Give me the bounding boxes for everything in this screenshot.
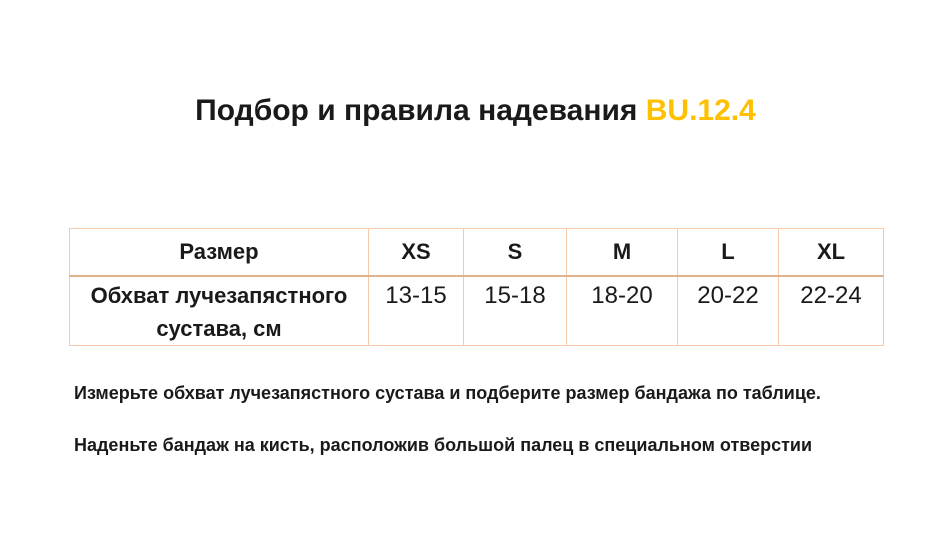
header-cell-s: S xyxy=(463,228,567,277)
row-label-cell: Обхват лучезапястного сустава, см xyxy=(69,275,369,346)
value-cell-l: 20-22 xyxy=(677,275,779,346)
page-title: Подбор и правила надевания BU.12.4 xyxy=(0,92,951,130)
header-cell-xl: XL xyxy=(778,228,884,277)
page-title-model-code: BU.12.4 xyxy=(645,94,756,127)
row-label-text: Обхват лучезапястного сустава, см xyxy=(90,283,348,341)
header-cell-size: Размер xyxy=(69,228,369,277)
value-cell-xs: 13-15 xyxy=(368,275,464,346)
instruction-put-on: Наденьте бандаж на кисть, расположив бол… xyxy=(74,435,813,455)
value-cell-xl: 22-24 xyxy=(778,275,884,346)
value-cell-s: 15-18 xyxy=(463,275,567,346)
value-cell-m: 18-20 xyxy=(566,275,678,346)
header-cell-m: M xyxy=(566,228,678,277)
size-table: Размер XS S M L XL Обхват лучезапястного… xyxy=(69,228,884,346)
page-title-text: Подбор и правила надевания xyxy=(195,94,638,127)
instruction-measure: Измерьте обхват лучезапястного сустава и… xyxy=(74,383,821,403)
header-cell-l: L xyxy=(677,228,779,277)
size-table-body: Обхват лучезапястного сустава, см 13-15 … xyxy=(69,275,884,346)
table-header-row: Размер XS S M L XL xyxy=(69,228,884,277)
size-table-header: Размер XS S M L XL xyxy=(69,228,884,277)
table-data-row: Обхват лучезапястного сустава, см 13-15 … xyxy=(69,275,884,346)
header-cell-xs: XS xyxy=(368,228,464,277)
